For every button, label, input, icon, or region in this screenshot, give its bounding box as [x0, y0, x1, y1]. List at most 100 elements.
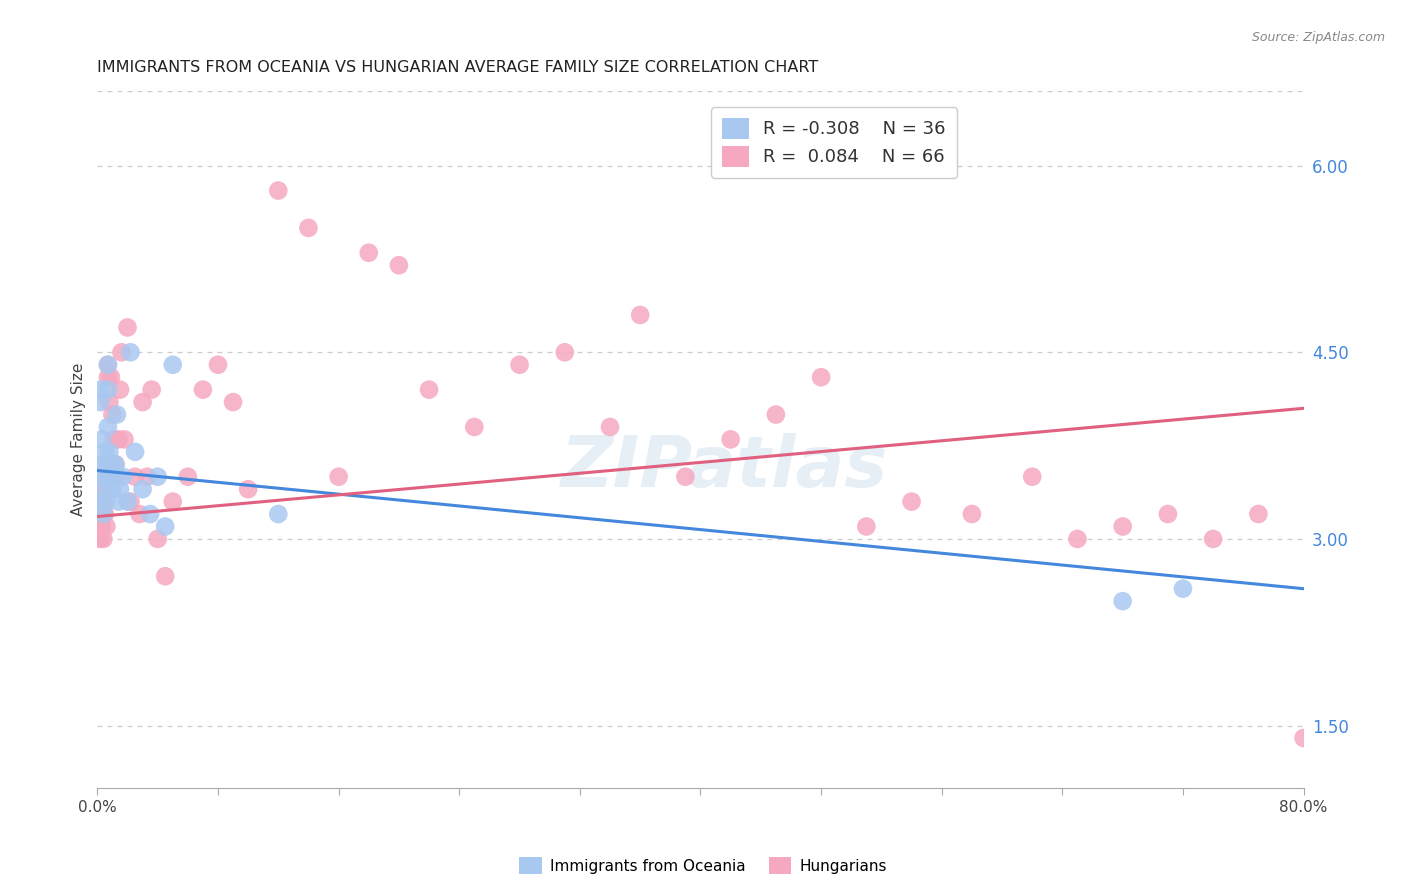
Point: [1247, 507, 1270, 521]
Point: [162, 358, 184, 372]
Point: [131, 482, 153, 496]
Point: [136, 469, 159, 483]
Point: [222, 395, 245, 409]
Point: [98, 445, 121, 459]
Point: [1171, 582, 1194, 596]
Point: [855, 519, 877, 533]
Point: [93, 507, 115, 521]
Point: [98, 395, 121, 409]
Point: [90, 457, 112, 471]
Point: [297, 220, 319, 235]
Point: [124, 469, 146, 483]
Text: IMMIGRANTS FROM OCEANIA VS HUNGARIAN AVERAGE FAMILY SIZE CORRELATION CHART: IMMIGRANTS FROM OCEANIA VS HUNGARIAN AVE…: [97, 60, 818, 75]
Point: [960, 507, 983, 521]
Point: [94, 507, 117, 521]
Point: [98, 469, 121, 483]
Point: [107, 494, 129, 508]
Point: [94, 457, 117, 471]
Point: [1111, 594, 1133, 608]
Point: [90, 507, 112, 521]
Point: [97, 383, 120, 397]
Point: [96, 469, 118, 483]
Point: [328, 469, 350, 483]
Point: [128, 507, 150, 521]
Point: [94, 482, 117, 496]
Point: [89, 532, 111, 546]
Point: [104, 457, 127, 471]
Point: [108, 482, 131, 496]
Text: ZIPatlas: ZIPatlas: [561, 433, 889, 502]
Point: [117, 494, 139, 508]
Point: [1157, 507, 1180, 521]
Text: Source: ZipAtlas.com: Source: ZipAtlas.com: [1251, 31, 1385, 45]
Point: [388, 258, 411, 272]
Point: [267, 184, 290, 198]
Point: [810, 370, 832, 384]
Point: [93, 494, 115, 508]
Point: [120, 494, 142, 508]
Point: [117, 320, 139, 334]
Point: [97, 358, 120, 372]
Point: [509, 358, 531, 372]
Point: [89, 383, 111, 397]
Point: [141, 383, 163, 397]
Point: [108, 383, 131, 397]
Point: [124, 445, 146, 459]
Point: [87, 507, 110, 521]
Point: [153, 519, 176, 533]
Point: [720, 433, 742, 447]
Point: [114, 433, 136, 447]
Point: [100, 370, 122, 384]
Point: [100, 457, 122, 471]
Legend: R = -0.308    N = 36, R =  0.084    N = 66: R = -0.308 N = 36, R = 0.084 N = 66: [711, 107, 957, 178]
Point: [90, 519, 112, 533]
Point: [120, 345, 142, 359]
Point: [236, 482, 259, 496]
Point: [207, 358, 229, 372]
Point: [177, 469, 200, 483]
Point: [94, 445, 117, 459]
Point: [628, 308, 651, 322]
Point: [1021, 469, 1043, 483]
Point: [87, 519, 110, 533]
Point: [357, 245, 380, 260]
Point: [105, 408, 128, 422]
Point: [87, 469, 110, 483]
Point: [101, 482, 124, 496]
Point: [146, 532, 169, 546]
Point: [103, 433, 125, 447]
Point: [1066, 532, 1088, 546]
Y-axis label: Average Family Size: Average Family Size: [72, 363, 86, 516]
Point: [599, 420, 621, 434]
Point: [87, 494, 110, 508]
Point: [101, 408, 124, 422]
Point: [105, 469, 128, 483]
Point: [554, 345, 576, 359]
Point: [146, 469, 169, 483]
Point: [765, 408, 787, 422]
Point: [1202, 532, 1225, 546]
Point: [97, 420, 120, 434]
Point: [93, 482, 115, 496]
Point: [89, 482, 111, 496]
Point: [96, 494, 118, 508]
Point: [153, 569, 176, 583]
Legend: Immigrants from Oceania, Hungarians: Immigrants from Oceania, Hungarians: [513, 851, 893, 880]
Point: [103, 469, 125, 483]
Point: [191, 383, 214, 397]
Point: [89, 395, 111, 409]
Point: [1111, 519, 1133, 533]
Point: [96, 519, 118, 533]
Point: [463, 420, 485, 434]
Point: [87, 494, 110, 508]
Point: [93, 532, 115, 546]
Point: [97, 358, 120, 372]
Point: [1292, 731, 1315, 745]
Point: [90, 433, 112, 447]
Point: [110, 345, 132, 359]
Point: [97, 370, 120, 384]
Point: [98, 457, 121, 471]
Point: [139, 507, 162, 521]
Point: [107, 433, 129, 447]
Point: [104, 457, 127, 471]
